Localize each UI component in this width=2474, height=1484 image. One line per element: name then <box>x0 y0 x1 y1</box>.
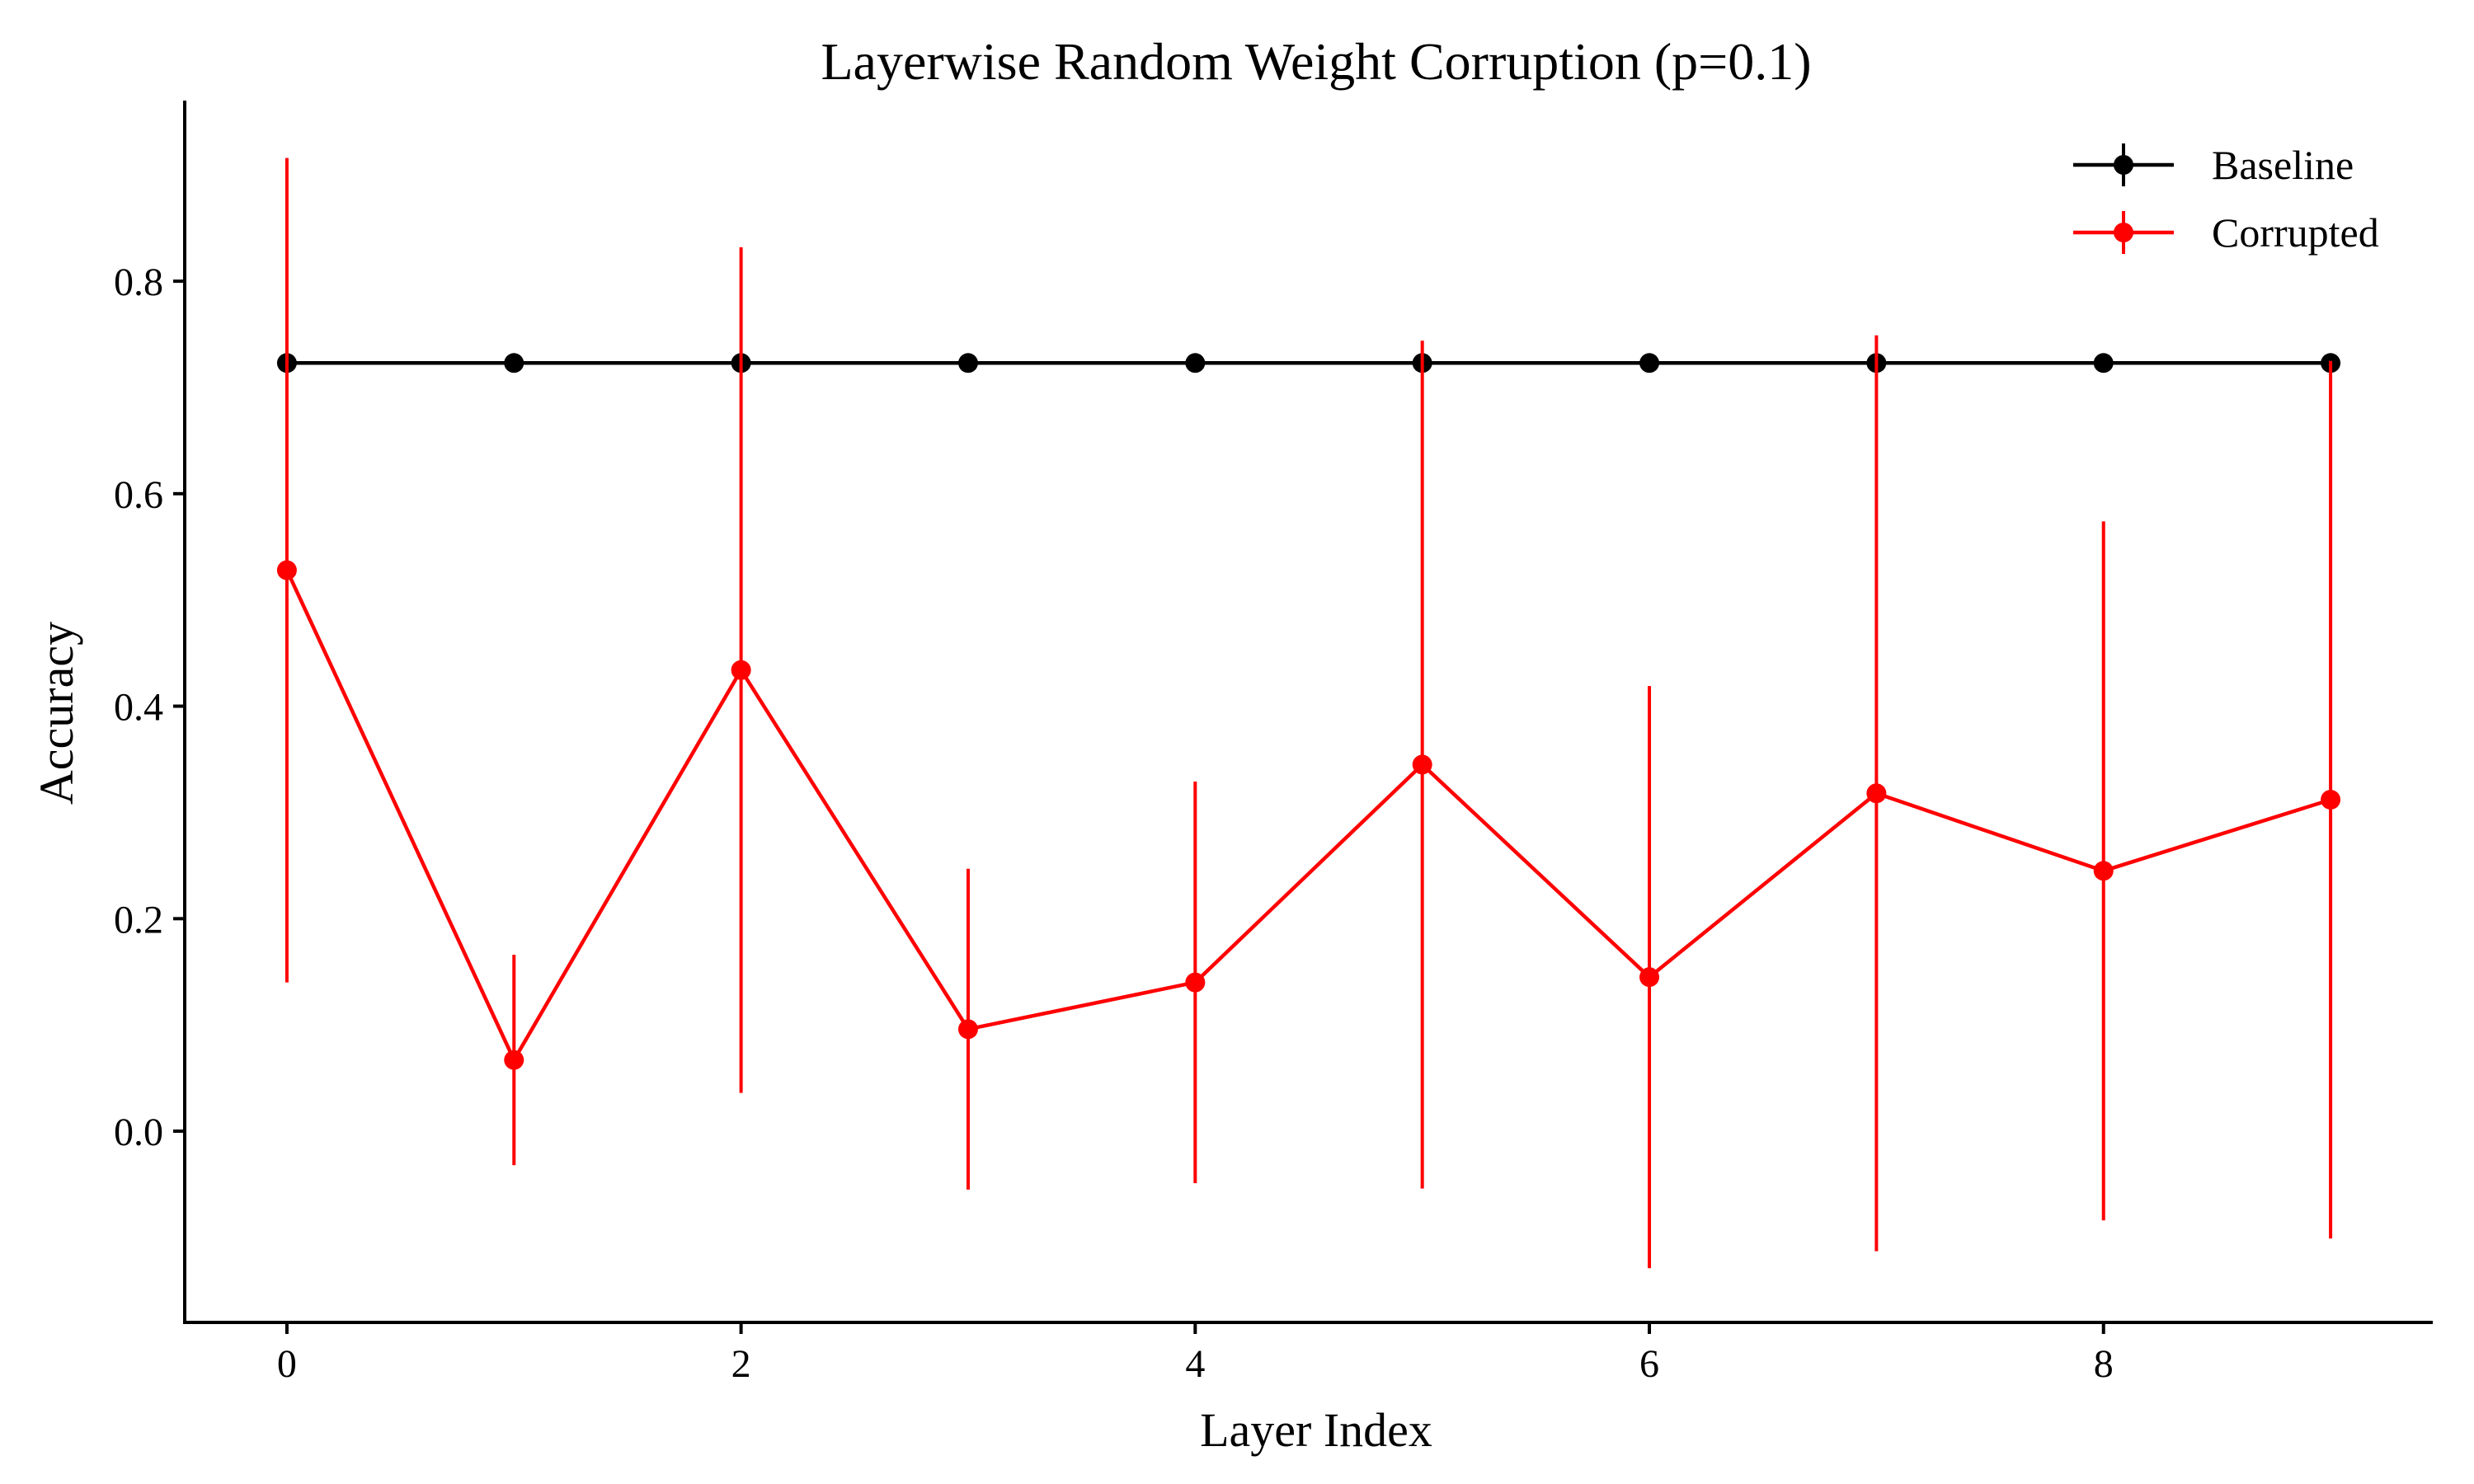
series-layer <box>276 157 2341 1269</box>
x-axis-label: Layer Index <box>1200 1403 1432 1457</box>
corrupted-line <box>285 569 2331 1062</box>
corrupted-point-3 <box>957 1019 978 1040</box>
legend: Baseline Corrupted <box>2073 142 2379 256</box>
legend-label-baseline: Baseline <box>2212 142 2354 188</box>
corrupted-point-8 <box>2093 861 2114 881</box>
corrupted-point-4 <box>1185 972 1206 993</box>
y-tick-label-0.8: 0.8 <box>114 261 163 304</box>
y-tick-label-0.6: 0.6 <box>114 473 163 517</box>
series-corrupted <box>276 157 2341 1269</box>
corrupted-point-6 <box>1639 967 1660 988</box>
y-ticks: 0.0 0.2 0.4 0.6 0.8 <box>114 261 185 1154</box>
x-tick-label-6: 6 <box>1639 1342 1659 1386</box>
legend-marker-corrupted <box>2114 223 2133 242</box>
plot-area <box>276 157 2341 1269</box>
baseline-point-3 <box>957 353 978 373</box>
x-tick-label-0: 0 <box>277 1342 297 1386</box>
y-axis-label: Accuracy <box>30 622 83 805</box>
y-tick-label-0.2: 0.2 <box>114 898 163 942</box>
baseline-point-4 <box>1185 353 1206 373</box>
corrupted-point-9 <box>2321 789 2341 810</box>
corrupted-point-2 <box>731 660 751 680</box>
x-tick-label-8: 8 <box>2094 1342 2114 1386</box>
legend-item-baseline: Baseline <box>2073 142 2354 188</box>
baseline-point-8 <box>2093 353 2114 373</box>
corrupted-point-1 <box>504 1050 524 1070</box>
legend-marker-baseline <box>2114 155 2133 175</box>
legend-label-corrupted: Corrupted <box>2212 209 2379 256</box>
corrupted-point-5 <box>1412 754 1432 775</box>
corrupted-point-0 <box>276 560 297 580</box>
legend-item-corrupted: Corrupted <box>2073 209 2379 256</box>
x-tick-label-2: 2 <box>731 1342 751 1386</box>
y-tick-label-0.4: 0.4 <box>114 686 163 730</box>
baseline-point-1 <box>504 353 524 373</box>
x-ticks: 0 2 4 6 8 <box>277 1322 2114 1386</box>
y-tick-label-0.0: 0.0 <box>114 1111 163 1154</box>
corrupted-point-7 <box>1866 783 1887 804</box>
chart-title: Layerwise Random Weight Corruption (p=0.… <box>821 32 1811 91</box>
baseline-point-6 <box>1639 353 1660 373</box>
x-tick-label-4: 4 <box>1185 1342 1205 1386</box>
